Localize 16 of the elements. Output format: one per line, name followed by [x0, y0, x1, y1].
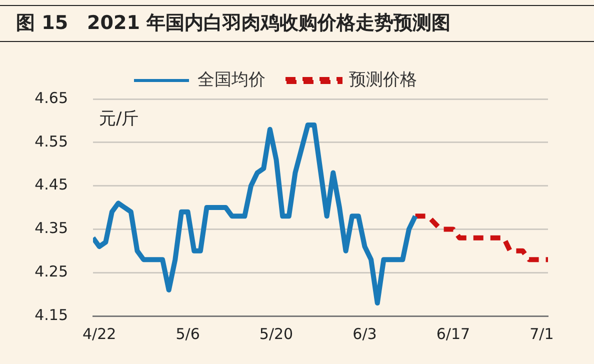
- y-tick-label: 4.55: [34, 132, 68, 150]
- y-axis-title: 元/斤: [99, 108, 139, 129]
- y-tick-label: 4.15: [34, 306, 68, 324]
- y-tick-label: 4.25: [34, 262, 68, 280]
- x-tick-label: 5/6: [176, 324, 200, 343]
- x-tick-label: 6/3: [352, 324, 377, 343]
- x-tick-label: 6/17: [436, 324, 470, 343]
- y-tick-label: 4.65: [34, 88, 68, 107]
- x-tick-label: 4/22: [82, 324, 116, 343]
- chart-title: 图 15 2021 年国内白羽肉鸡收购价格走势预测图: [0, 5, 594, 42]
- x-tick-label: 7/1: [530, 324, 554, 343]
- legend-label: 预测价格: [349, 70, 417, 90]
- y-tick-label: 4.35: [34, 219, 68, 238]
- y-tick-label: 4.45: [34, 176, 68, 194]
- legend-label: 全国均价: [198, 70, 266, 90]
- x-tick-label: 5/20: [259, 324, 294, 343]
